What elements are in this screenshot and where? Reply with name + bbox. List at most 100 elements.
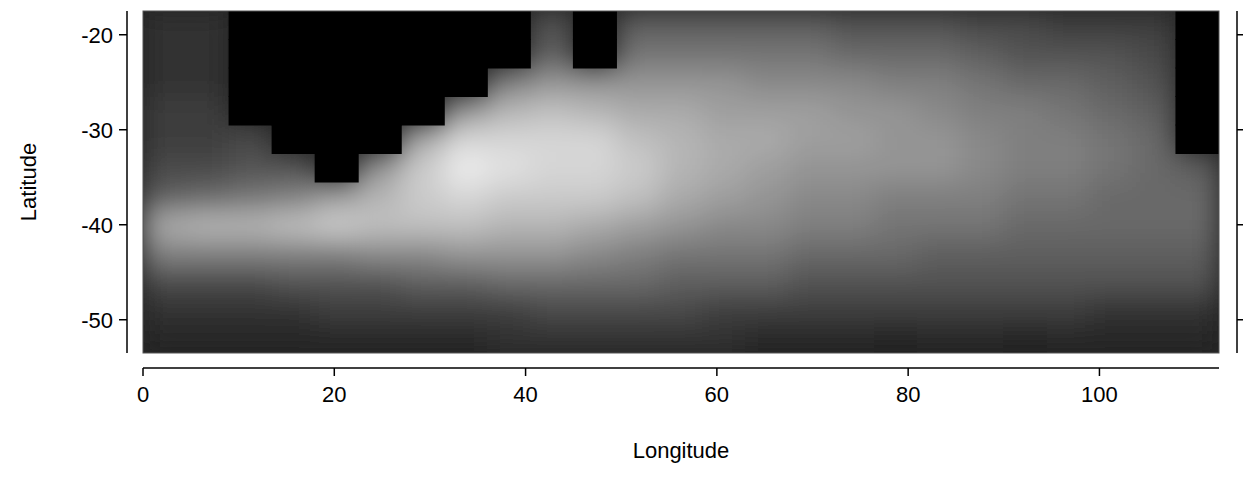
heat-cell <box>745 68 789 98</box>
land-cell <box>401 68 445 98</box>
heat-cell <box>487 210 531 240</box>
heat-cell <box>186 239 230 269</box>
heat-cell <box>358 267 402 297</box>
heat-cell <box>788 239 832 269</box>
heat-cell <box>530 153 574 183</box>
land-cell <box>444 68 488 98</box>
heat-cell <box>616 11 660 40</box>
heat-cell <box>573 239 617 269</box>
heat-cell <box>401 324 445 353</box>
heat-cell <box>788 267 832 297</box>
heat-cell <box>745 296 789 326</box>
axes: -20-30-40-50020406080100 <box>81 11 1243 407</box>
heat-cell <box>229 153 273 183</box>
heat-cell <box>143 11 187 40</box>
heat-cell <box>917 324 961 353</box>
heat-cell <box>702 210 746 240</box>
heat-cell <box>1175 153 1219 183</box>
heat-cell <box>1003 182 1047 212</box>
land-cell <box>1175 125 1219 155</box>
heat-cell <box>229 210 273 240</box>
land-cell <box>358 96 402 126</box>
heat-cell <box>917 125 961 155</box>
heat-cell <box>186 210 230 240</box>
heat-cell <box>788 153 832 183</box>
y-tick-label: -20 <box>81 23 113 48</box>
land-cell <box>487 11 531 40</box>
heat-cell <box>917 11 961 40</box>
land-cell <box>229 11 273 40</box>
x-tick <box>716 368 718 376</box>
heat-cell <box>1003 210 1047 240</box>
heat-cell <box>745 153 789 183</box>
heat-cell <box>917 68 961 98</box>
heat-cell <box>444 125 488 155</box>
heat-cell <box>1132 182 1176 212</box>
heat-cell <box>358 239 402 269</box>
heat-cell <box>272 267 316 297</box>
heat-cell <box>659 182 703 212</box>
heat-cell <box>530 11 574 40</box>
land-cell <box>272 96 316 126</box>
heat-cell <box>659 68 703 98</box>
land-cell <box>358 39 402 69</box>
heat-cell <box>530 39 574 69</box>
y-tick <box>119 34 127 36</box>
heat-cell <box>702 324 746 353</box>
heat-cell <box>874 210 918 240</box>
y-tick <box>119 129 127 131</box>
heat-cell <box>831 182 875 212</box>
heat-cell <box>186 324 230 353</box>
land-cell <box>487 39 531 69</box>
land-cell <box>358 68 402 98</box>
heat-cell <box>659 239 703 269</box>
heat-cell <box>1003 267 1047 297</box>
heat-cell <box>1175 324 1219 353</box>
heat-cell <box>874 153 918 183</box>
heat-cell <box>1046 68 1090 98</box>
heat-cell <box>573 68 617 98</box>
heat-cell <box>186 182 230 212</box>
x-tick-label: 60 <box>705 382 729 407</box>
heat-cell <box>186 267 230 297</box>
heat-cell <box>1089 39 1133 69</box>
y-tick-right <box>1237 319 1243 321</box>
heat-cell <box>960 239 1004 269</box>
heat-cell <box>1089 11 1133 40</box>
heat-cell <box>401 210 445 240</box>
x-tick <box>142 368 144 376</box>
heat-cell <box>358 296 402 326</box>
x-tick-label: 20 <box>322 382 346 407</box>
heat-cell <box>745 239 789 269</box>
heat-cell <box>745 210 789 240</box>
heat-cell <box>358 210 402 240</box>
land-cell <box>1175 11 1219 40</box>
y-tick-right <box>1237 224 1243 226</box>
heat-cell <box>487 96 531 126</box>
heat-cell <box>788 11 832 40</box>
heat-cell <box>874 11 918 40</box>
heat-cell <box>616 324 660 353</box>
heat-cell <box>444 210 488 240</box>
heat-cell <box>702 125 746 155</box>
heat-cell <box>1089 153 1133 183</box>
heat-cell <box>788 210 832 240</box>
heat-cell <box>831 153 875 183</box>
heat-cell <box>1003 39 1047 69</box>
heat-cell <box>1046 153 1090 183</box>
heat-cell <box>1003 153 1047 183</box>
heat-cell <box>401 153 445 183</box>
heat-cell <box>659 267 703 297</box>
y-tick <box>119 224 127 226</box>
heat-cell <box>874 296 918 326</box>
y-axis-line <box>126 11 128 353</box>
heat-cell <box>530 125 574 155</box>
heat-cell <box>186 296 230 326</box>
heat-cell <box>229 296 273 326</box>
heat-cell <box>229 324 273 353</box>
heat-cell <box>960 96 1004 126</box>
heat-cell <box>444 182 488 212</box>
heat-cell <box>960 68 1004 98</box>
heat-cell <box>745 96 789 126</box>
x-tick-label: 100 <box>1081 382 1118 407</box>
